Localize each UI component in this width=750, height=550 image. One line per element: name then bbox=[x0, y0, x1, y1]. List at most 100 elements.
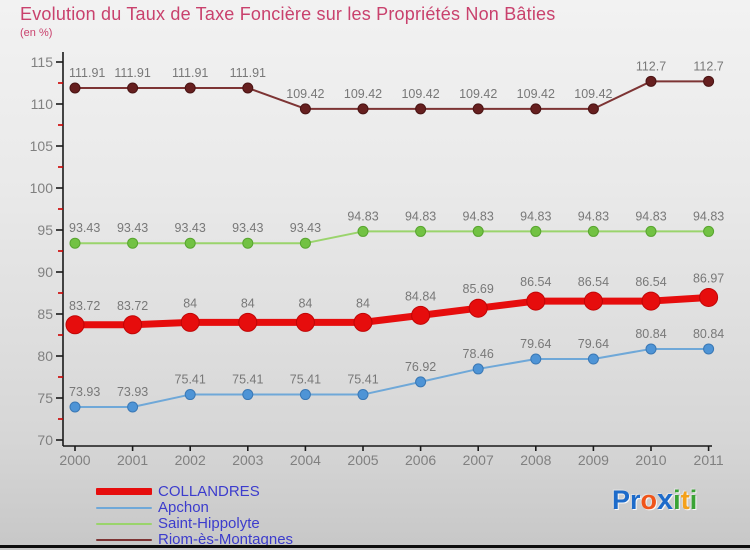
svg-text:100: 100 bbox=[30, 180, 54, 196]
svg-text:80: 80 bbox=[37, 348, 53, 364]
legend-swatch-saint-hippolyte bbox=[96, 522, 152, 525]
legend-label-collandres: COLLANDRES bbox=[158, 482, 260, 500]
svg-text:86.54: 86.54 bbox=[578, 275, 609, 289]
svg-text:75.41: 75.41 bbox=[232, 373, 263, 387]
svg-text:115: 115 bbox=[31, 54, 54, 70]
svg-text:84: 84 bbox=[298, 296, 312, 310]
svg-text:86.97: 86.97 bbox=[693, 271, 724, 285]
svg-text:94.83: 94.83 bbox=[578, 209, 609, 223]
svg-text:109.42: 109.42 bbox=[401, 87, 439, 101]
svg-text:2008: 2008 bbox=[520, 452, 551, 468]
svg-text:84: 84 bbox=[356, 296, 370, 310]
svg-text:93.43: 93.43 bbox=[175, 221, 206, 235]
proxiti-logo: Proxiti bbox=[612, 484, 697, 517]
svg-text:93.43: 93.43 bbox=[232, 221, 263, 235]
svg-text:2003: 2003 bbox=[232, 452, 263, 468]
svg-text:2009: 2009 bbox=[578, 452, 609, 468]
svg-text:79.64: 79.64 bbox=[520, 337, 551, 351]
legend-row-riom-es-montagnes: Riom-ès-Montagnes bbox=[96, 532, 293, 547]
series-Saint-Hippolyte: 93.43 93.43 93.43 93.43 93.43 94.83 94.83 94.83… bbox=[69, 209, 724, 249]
svg-text:84.84: 84.84 bbox=[405, 289, 436, 303]
svg-text:109.42: 109.42 bbox=[517, 87, 555, 101]
svg-text:93.43: 93.43 bbox=[117, 221, 148, 235]
svg-text:112.7: 112.7 bbox=[693, 59, 723, 73]
svg-text:75.41: 75.41 bbox=[347, 373, 378, 387]
svg-text:86.54: 86.54 bbox=[635, 275, 666, 289]
series-Apchon: 73.93 73.93 75.41 75.41 75.41 75.41 76.92 78.46… bbox=[69, 327, 724, 413]
svg-text:76.92: 76.92 bbox=[405, 360, 436, 374]
svg-text:95: 95 bbox=[37, 222, 53, 238]
svg-text:2011: 2011 bbox=[694, 452, 724, 468]
svg-text:2002: 2002 bbox=[175, 452, 206, 468]
svg-text:84: 84 bbox=[241, 296, 255, 310]
svg-text:80.84: 80.84 bbox=[693, 327, 724, 341]
svg-text:85: 85 bbox=[37, 306, 53, 322]
svg-text:109.42: 109.42 bbox=[286, 87, 324, 101]
svg-text:109.42: 109.42 bbox=[574, 87, 612, 101]
svg-text:111.91: 111.91 bbox=[172, 66, 208, 80]
svg-text:2000: 2000 bbox=[59, 452, 90, 468]
svg-text:79.64: 79.64 bbox=[578, 337, 609, 351]
svg-text:94.83: 94.83 bbox=[463, 209, 494, 223]
axes: 70 75 80 85 90 95 100 105 110 115 2000 2001 2002 2003… bbox=[30, 52, 724, 468]
svg-text:84: 84 bbox=[183, 296, 197, 310]
svg-text:90: 90 bbox=[37, 264, 53, 280]
logo-letter: x bbox=[657, 484, 674, 516]
legend-label-riom-es-montagnes: Riom-ès-Montagnes bbox=[158, 530, 294, 548]
svg-text:73.93: 73.93 bbox=[69, 385, 100, 399]
svg-text:2007: 2007 bbox=[463, 452, 494, 468]
series-Riom-ès-Montagnes: 111.91 111.91 111.91 111.91 109.42 109.42 109.… bbox=[69, 59, 724, 115]
svg-text:94.83: 94.83 bbox=[347, 209, 378, 223]
svg-text:111.91: 111.91 bbox=[114, 66, 150, 80]
svg-text:94.83: 94.83 bbox=[405, 209, 436, 223]
legend-swatch-riom-es-montagnes bbox=[96, 538, 152, 541]
svg-text:110: 110 bbox=[31, 96, 54, 112]
legend-swatch-collandres bbox=[96, 488, 152, 495]
legend-swatch-apchon bbox=[96, 506, 152, 509]
svg-text:2001: 2001 bbox=[117, 452, 148, 468]
logo-letter: P bbox=[612, 485, 631, 515]
series-COLLANDRES: 83.72 83.72 84 84 84 84 84.84 85.69 86.54 86.54 86… bbox=[65, 271, 724, 335]
legend: COLLANDRES Apchon Saint-Hippolyte Riom-è… bbox=[96, 484, 293, 548]
page-title: Evolution du Taux de Taxe Foncière sur l… bbox=[20, 4, 556, 24]
svg-text:111.91: 111.91 bbox=[69, 66, 105, 80]
chart-svg: 70 75 80 85 90 95 100 105 110 115 2000 2001 2002 2003… bbox=[30, 52, 724, 468]
svg-text:112.7: 112.7 bbox=[636, 59, 666, 73]
legend-row-saint-hippolyte: Saint-Hippolyte bbox=[96, 516, 293, 531]
svg-text:109.42: 109.42 bbox=[344, 87, 382, 101]
logo-letter: t bbox=[680, 485, 690, 515]
svg-text:94.83: 94.83 bbox=[693, 209, 724, 223]
svg-text:73.93: 73.93 bbox=[117, 385, 148, 399]
page-subtitle: (en %) bbox=[20, 27, 53, 39]
svg-text:93.43: 93.43 bbox=[290, 221, 321, 235]
logo-letter: r bbox=[630, 485, 641, 515]
svg-text:86.54: 86.54 bbox=[520, 275, 551, 289]
svg-text:94.83: 94.83 bbox=[520, 209, 551, 223]
svg-text:78.46: 78.46 bbox=[463, 347, 494, 361]
svg-text:2006: 2006 bbox=[405, 452, 436, 468]
svg-text:83.72: 83.72 bbox=[69, 299, 100, 313]
legend-label-saint-hippolyte: Saint-Hippolyte bbox=[158, 514, 260, 532]
logo-letter: i bbox=[673, 485, 681, 515]
svg-text:75: 75 bbox=[37, 390, 53, 406]
svg-text:109.42: 109.42 bbox=[459, 87, 497, 101]
svg-text:83.72: 83.72 bbox=[117, 299, 148, 313]
logo-letter: i bbox=[689, 485, 698, 515]
svg-text:2005: 2005 bbox=[347, 452, 378, 468]
logo-letter: o bbox=[640, 485, 658, 515]
legend-label-apchon: Apchon bbox=[158, 498, 209, 516]
svg-text:93.43: 93.43 bbox=[69, 221, 100, 235]
svg-text:80.84: 80.84 bbox=[635, 327, 666, 341]
svg-text:105: 105 bbox=[30, 138, 54, 154]
svg-text:75.41: 75.41 bbox=[290, 373, 321, 387]
svg-text:2010: 2010 bbox=[635, 452, 666, 468]
bottom-border bbox=[0, 545, 750, 548]
legend-row-collandres: COLLANDRES bbox=[96, 484, 293, 499]
svg-text:2004: 2004 bbox=[290, 452, 321, 468]
svg-text:111.91: 111.91 bbox=[230, 66, 266, 80]
svg-text:94.83: 94.83 bbox=[635, 209, 666, 223]
svg-text:85.69: 85.69 bbox=[463, 282, 494, 296]
svg-text:75.41: 75.41 bbox=[175, 373, 206, 387]
legend-row-apchon: Apchon bbox=[96, 500, 293, 515]
